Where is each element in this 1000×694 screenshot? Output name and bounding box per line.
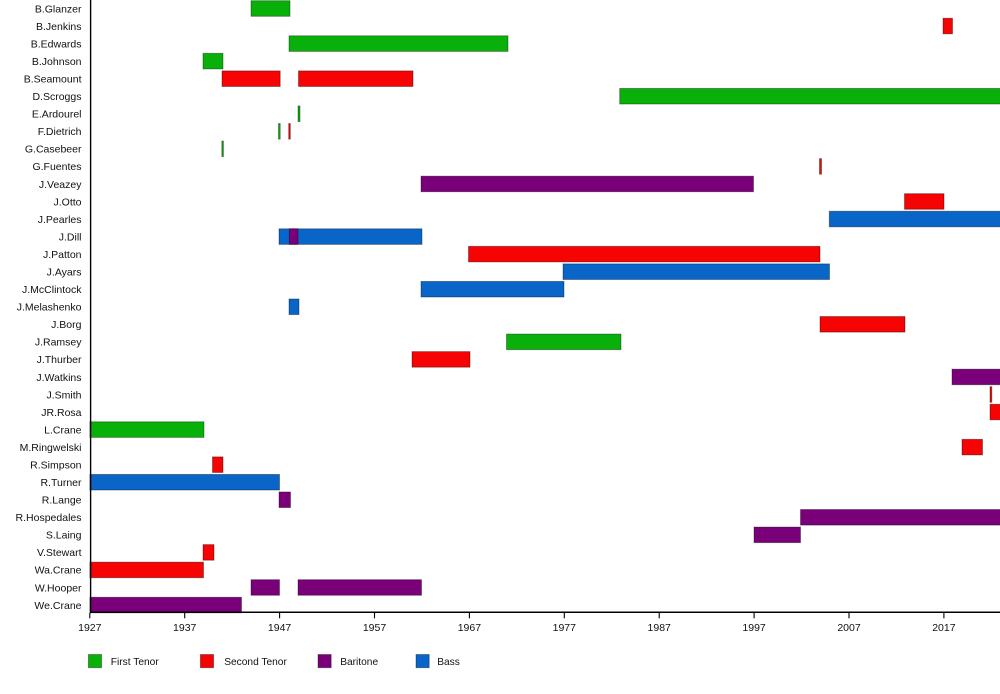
svg-text:B.Edwards: B.Edwards	[31, 38, 82, 50]
svg-text:D.Scroggs: D.Scroggs	[32, 91, 81, 103]
svg-text:B.Johnson: B.Johnson	[32, 56, 82, 68]
svg-text:2017: 2017	[932, 622, 956, 634]
svg-text:R.Hospedales: R.Hospedales	[16, 512, 82, 524]
svg-text:B.Seamount: B.Seamount	[24, 73, 82, 85]
svg-text:1987: 1987	[648, 622, 672, 634]
svg-text:1977: 1977	[553, 622, 577, 634]
svg-text:G.Fuentes: G.Fuentes	[32, 161, 81, 173]
svg-text:We.Crane: We.Crane	[34, 600, 81, 612]
svg-text:J.Dill: J.Dill	[59, 231, 82, 243]
svg-text:1937: 1937	[173, 622, 197, 634]
svg-text:J.Borg: J.Borg	[51, 319, 82, 331]
svg-text:J.Otto: J.Otto	[53, 196, 81, 208]
svg-text:E.Ardourel: E.Ardourel	[32, 109, 82, 121]
svg-text:Bass: Bass	[437, 657, 460, 668]
svg-text:First Tenor: First Tenor	[111, 657, 160, 668]
svg-text:JR.Rosa: JR.Rosa	[41, 407, 81, 419]
svg-text:B.Glanzer: B.Glanzer	[35, 3, 82, 15]
svg-text:J.Ramsey: J.Ramsey	[35, 337, 82, 349]
svg-text:1957: 1957	[363, 622, 387, 634]
svg-text:J.Ayars: J.Ayars	[47, 266, 82, 278]
svg-text:J.Thurber: J.Thurber	[37, 354, 82, 366]
svg-text:L.Crane: L.Crane	[44, 424, 82, 436]
svg-text:Second Tenor: Second Tenor	[224, 657, 287, 668]
svg-text:R.Turner: R.Turner	[40, 477, 82, 489]
svg-text:V.Stewart: V.Stewart	[37, 547, 82, 559]
svg-text:1947: 1947	[268, 622, 292, 634]
svg-text:Wa.Crane: Wa.Crane	[35, 565, 82, 577]
svg-text:J.Veazey: J.Veazey	[39, 179, 82, 191]
svg-text:J.Patton: J.Patton	[43, 249, 82, 261]
svg-text:2007: 2007	[837, 622, 861, 634]
svg-text:1997: 1997	[742, 622, 766, 634]
svg-text:J.Smith: J.Smith	[46, 389, 81, 401]
svg-text:S.Laing: S.Laing	[46, 530, 82, 542]
svg-text:M.Ringwelski: M.Ringwelski	[20, 442, 82, 454]
svg-text:F.Dietrich: F.Dietrich	[38, 126, 82, 138]
svg-text:R.Simpson: R.Simpson	[30, 459, 82, 471]
svg-text:J.Pearles: J.Pearles	[38, 214, 82, 226]
svg-text:Baritone: Baritone	[340, 657, 378, 668]
svg-text:J.Melashenko: J.Melashenko	[17, 302, 82, 314]
svg-text:J.McClintock: J.McClintock	[22, 284, 82, 296]
svg-text:J.Watkins: J.Watkins	[36, 372, 81, 384]
svg-text:G.Casebeer: G.Casebeer	[25, 144, 82, 156]
svg-text:1927: 1927	[78, 622, 102, 634]
svg-text:R.Lange: R.Lange	[42, 495, 82, 507]
svg-text:W.Hooper: W.Hooper	[35, 582, 82, 594]
svg-text:1967: 1967	[458, 622, 482, 634]
svg-text:B.Jenkins: B.Jenkins	[36, 21, 82, 33]
